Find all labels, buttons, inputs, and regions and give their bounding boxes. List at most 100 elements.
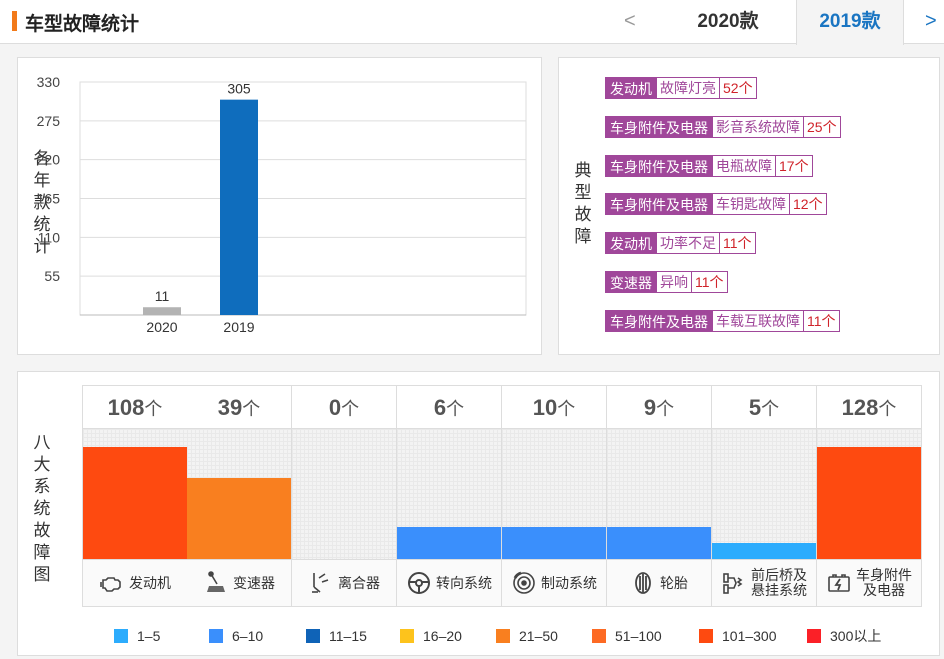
- system-count: 10个: [502, 385, 606, 429]
- x-tick-label: 2019: [223, 319, 254, 335]
- gear-shift-icon: [203, 570, 229, 596]
- system-count-unit: 个: [656, 399, 675, 419]
- system-count-value: 5: [748, 395, 762, 420]
- system-bar-fill: [502, 526, 606, 559]
- system-bar-track: [292, 429, 396, 559]
- system-bar-track: [712, 429, 816, 559]
- system-label: 轮胎: [607, 559, 711, 607]
- fault-count: 25个: [804, 115, 841, 138]
- legend-item: 101–300: [699, 626, 807, 646]
- system-column[interactable]: 6个转向系统: [397, 385, 502, 607]
- year-bar-chart: 55 110 165 220 275 330 11 2020 305 2019: [37, 74, 527, 335]
- system-column[interactable]: 128个 车身附件 及电器: [817, 385, 922, 607]
- system-column[interactable]: 10个 制动系统: [502, 385, 607, 607]
- eight-systems-label: 八大系统故障图: [32, 432, 52, 586]
- label-char: 系: [33, 477, 51, 496]
- system-name: 前后桥及 悬挂系统: [751, 568, 807, 598]
- fault-item[interactable]: 车身附件及电器 车载互联故障 11个: [605, 309, 840, 332]
- system-name: 轮胎: [660, 574, 688, 591]
- color-legend: 1–5 6–10 11–15 16–20 21–50 51–100 101–300 300以上: [114, 626, 887, 646]
- legend-swatch: [306, 629, 320, 643]
- system-name-line: 悬挂系统: [751, 582, 807, 598]
- system-bar-track: [187, 429, 291, 559]
- fault-count: 52个: [720, 77, 757, 99]
- header-bar: 车型故障统计 < 2020款 2019款 >: [0, 0, 944, 45]
- fault-category: 发动机: [605, 77, 657, 99]
- bar-value-label: 11: [155, 288, 170, 304]
- system-count-unit: 个: [761, 399, 780, 419]
- system-column[interactable]: 108个发动机: [82, 385, 187, 607]
- next-arrow-icon[interactable]: >: [925, 10, 937, 32]
- fault-item[interactable]: 车身附件及电器 车钥匙故障 12个: [605, 193, 827, 216]
- fault-category: 发动机: [605, 232, 657, 255]
- fault-item[interactable]: 变速器 异响 11个: [605, 271, 728, 293]
- legend-swatch: [114, 629, 128, 643]
- fault-description: 电瓶故障: [713, 154, 776, 177]
- label-char: 统: [33, 215, 51, 234]
- system-bar-track: [607, 429, 711, 559]
- label-char: 各: [33, 149, 51, 168]
- systems-grid: 108个 发动机 39个 变速器 0个 离合器 6个 转向系统 10个 制动系统 9个 轮胎 5个 前后桥…: [82, 385, 922, 607]
- tab-2020[interactable]: 2020款: [697, 11, 759, 32]
- system-label: 发动机: [83, 559, 187, 607]
- fault-item[interactable]: 车身附件及电器 电瓶故障 17个: [605, 154, 813, 177]
- y-tick-label: 275: [37, 113, 61, 129]
- label-char: 故: [574, 205, 592, 224]
- system-bar-track: [817, 429, 921, 559]
- label-char: 典: [574, 161, 592, 180]
- label-char: 故: [33, 521, 51, 540]
- system-count: 9个: [607, 385, 711, 429]
- label-char: 统: [33, 499, 51, 518]
- system-column[interactable]: 5个前后桥及 悬挂系统: [712, 385, 817, 607]
- fault-count: 12个: [790, 193, 827, 216]
- system-count: 5个: [712, 385, 816, 429]
- system-count-unit: 个: [446, 399, 465, 419]
- fault-description: 车载互联故障: [713, 309, 804, 332]
- system-count-value: 39: [217, 395, 243, 420]
- system-count: 39个: [187, 385, 291, 429]
- system-bar-fill: [83, 447, 187, 559]
- system-count-unit: 个: [144, 399, 163, 419]
- label-char: 图: [33, 565, 51, 584]
- prev-arrow-icon[interactable]: <: [624, 10, 636, 32]
- legend-swatch: [807, 629, 821, 643]
- label-char: 款: [33, 193, 51, 212]
- system-column[interactable]: 0个 离合器: [292, 385, 397, 607]
- system-bar-fill: [397, 526, 501, 559]
- system-column[interactable]: 9个轮胎: [607, 385, 712, 607]
- year-stats-label: 各年款统计: [32, 148, 52, 258]
- fault-description: 功率不足: [657, 232, 720, 255]
- tab-2019[interactable]: 2019款: [796, 0, 904, 45]
- brake-disc-icon: [511, 570, 537, 596]
- system-name: 车身附件 及电器: [856, 568, 912, 598]
- x-tick-label: 2020: [146, 319, 177, 335]
- system-count: 108个: [83, 385, 187, 429]
- system-count-value: 128: [841, 395, 879, 420]
- steering-wheel-icon: [406, 570, 432, 596]
- system-count: 6个: [397, 385, 501, 429]
- bar-value-label: 305: [227, 81, 251, 97]
- fault-item[interactable]: 车身附件及电器 影音系统故障 25个: [605, 115, 841, 138]
- system-column[interactable]: 39个变速器: [187, 385, 292, 607]
- legend-label: 11–15: [329, 628, 367, 644]
- fault-item[interactable]: 发动机 功率不足 11个: [605, 232, 756, 255]
- fault-count: 11个: [804, 309, 840, 332]
- system-count-value: 9: [643, 395, 657, 420]
- system-name: 转向系统: [436, 574, 492, 591]
- legend-label: 101–300: [722, 628, 777, 644]
- system-count-unit: 个: [242, 399, 261, 419]
- system-name: 变速器: [233, 574, 275, 591]
- fault-count: 17个: [776, 154, 813, 177]
- fault-category: 车身附件及电器: [605, 193, 713, 216]
- legend-label: 6–10: [232, 628, 264, 644]
- fault-description: 异响: [657, 271, 692, 293]
- fault-category: 车身附件及电器: [605, 154, 713, 177]
- system-bar-track: [397, 429, 501, 559]
- fault-item[interactable]: 发动机 故障灯亮 52个: [605, 77, 757, 99]
- label-char: 年: [33, 171, 51, 190]
- system-count-value: 0: [328, 395, 342, 420]
- system-label: 离合器: [292, 559, 396, 607]
- legend-item: 6–10: [209, 626, 306, 646]
- system-bar-fill: [712, 543, 816, 559]
- legend-item: 16–20: [400, 626, 496, 646]
